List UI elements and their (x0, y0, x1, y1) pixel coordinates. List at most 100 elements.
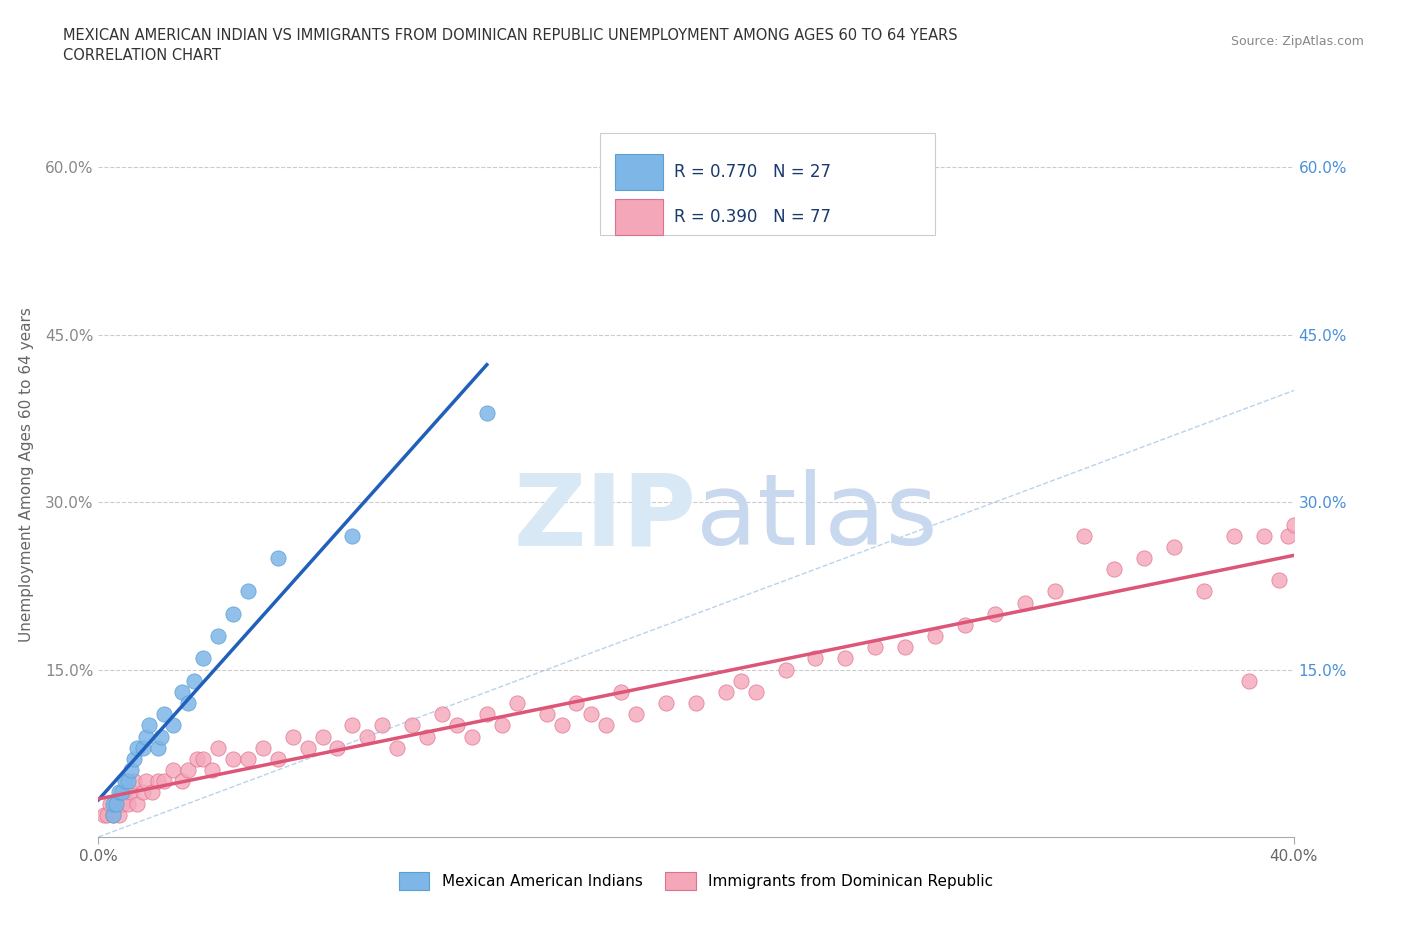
Point (153, 707, 176, 722)
Point (984, 606, 1007, 621)
Point (610, 684, 633, 699)
Point (162, 718, 184, 733)
Point (1043, 584, 1066, 599)
Point (1163, 539, 1185, 554)
Point (103, 807, 125, 822)
Point (714, 684, 737, 699)
Point (135, 729, 157, 744)
Point (865, 640, 887, 655)
Point (111, 796, 134, 811)
Text: Source: ZipAtlas.com: Source: ZipAtlas.com (1230, 35, 1364, 48)
Point (100, 796, 122, 811)
Point (685, 696, 707, 711)
Point (222, 751, 245, 766)
Point (1073, 528, 1095, 543)
Point (401, 718, 423, 733)
Point (834, 651, 856, 666)
Point (236, 751, 259, 766)
Point (207, 629, 229, 644)
Point (153, 774, 176, 789)
Point (550, 718, 572, 733)
Point (475, 707, 498, 722)
Point (191, 651, 214, 666)
Text: R = 0.390   N = 77: R = 0.390 N = 77 (675, 207, 831, 226)
Point (1282, 517, 1305, 532)
Point (191, 751, 214, 766)
Point (371, 718, 394, 733)
Point (924, 629, 946, 644)
Point (1133, 551, 1156, 565)
Text: R = 0.770   N = 27: R = 0.770 N = 27 (675, 163, 831, 181)
Point (120, 763, 142, 777)
Point (103, 807, 125, 822)
Point (172, 774, 194, 789)
Point (105, 796, 128, 811)
Point (775, 662, 797, 677)
Text: atlas: atlas (696, 470, 938, 566)
Point (177, 696, 200, 711)
Point (461, 729, 484, 744)
Point (1192, 584, 1215, 599)
Point (385, 740, 409, 755)
Point (894, 640, 917, 655)
Point (565, 696, 588, 711)
Point (342, 718, 364, 733)
Point (127, 796, 149, 811)
Legend: Mexican American Indians, Immigrants from Dominican Republic: Mexican American Indians, Immigrants fro… (392, 866, 1000, 897)
Text: CORRELATION CHART: CORRELATION CHART (63, 48, 221, 63)
Point (252, 740, 274, 755)
Point (430, 707, 453, 722)
Point (141, 785, 163, 800)
Point (117, 774, 139, 789)
Point (148, 774, 170, 789)
Point (132, 785, 155, 800)
Point (183, 673, 205, 688)
Point (103, 796, 125, 811)
Point (506, 696, 529, 711)
Point (148, 740, 170, 755)
FancyBboxPatch shape (600, 133, 935, 235)
Point (1014, 595, 1036, 610)
Point (150, 729, 173, 744)
Point (745, 684, 768, 699)
Point (804, 651, 827, 666)
Point (356, 729, 378, 744)
Point (135, 774, 157, 789)
Point (186, 751, 208, 766)
FancyBboxPatch shape (614, 198, 662, 234)
Point (297, 740, 319, 755)
Point (207, 740, 229, 755)
Point (108, 785, 131, 800)
Point (475, 405, 498, 420)
Point (124, 751, 146, 766)
Point (138, 718, 160, 733)
Point (1237, 673, 1260, 688)
Point (172, 684, 194, 699)
Point (111, 785, 134, 800)
Point (201, 763, 224, 777)
Point (1104, 562, 1126, 577)
Point (730, 673, 752, 688)
Point (267, 751, 290, 766)
Point (1253, 528, 1275, 543)
Point (953, 618, 976, 632)
Point (655, 696, 678, 711)
Point (96, 807, 118, 822)
Point (127, 740, 149, 755)
Point (536, 707, 558, 722)
Y-axis label: Unemployment Among Ages 60 to 64 years: Unemployment Among Ages 60 to 64 years (18, 307, 34, 642)
Point (416, 729, 439, 744)
Point (326, 740, 349, 755)
Point (236, 584, 259, 599)
Point (1267, 573, 1289, 588)
Point (120, 785, 142, 800)
Point (117, 796, 139, 811)
Point (491, 718, 513, 733)
Point (626, 707, 648, 722)
Point (177, 763, 200, 777)
Point (311, 729, 333, 744)
Point (222, 606, 245, 621)
Point (446, 718, 468, 733)
Point (1223, 528, 1246, 543)
Point (114, 785, 136, 800)
